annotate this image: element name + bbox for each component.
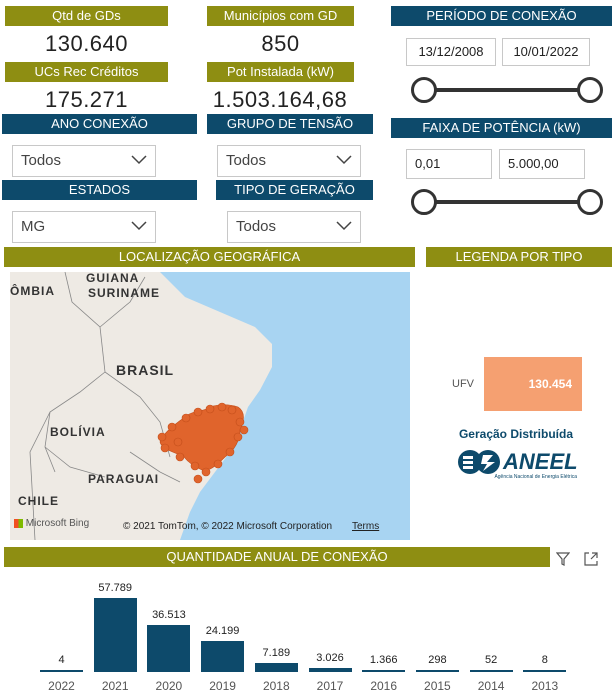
chevron-down-icon xyxy=(336,221,352,231)
bar-value-label: 24.199 xyxy=(205,625,240,637)
faixa-max-input[interactable]: 5.000,00 xyxy=(499,149,585,179)
map-terms-link[interactable]: Terms xyxy=(352,521,380,532)
faixa-min-input[interactable]: 0,01 xyxy=(406,149,492,179)
estados-label: ESTADOS xyxy=(2,180,197,200)
bar-category-label: 2020 xyxy=(155,679,183,693)
bar-value-label: 8 xyxy=(541,654,548,666)
bar-category-label: 2017 xyxy=(316,679,344,693)
estados-dropdown[interactable]: MG xyxy=(12,211,156,243)
map-panel[interactable]: GUIANA SURINAME ÔMBIA BRASIL BOLÍVIA PAR… xyxy=(10,272,410,540)
map-label-suriname: SURINAME xyxy=(88,286,161,300)
chevron-down-icon xyxy=(131,155,147,165)
ucs-value: 175.271 xyxy=(44,87,129,112)
map-label-chile: CHILE xyxy=(18,494,59,508)
bar-category-label: 2016 xyxy=(370,679,398,693)
pot-label: Pot Instalada (kW) xyxy=(207,62,354,82)
bar-2019[interactable] xyxy=(201,641,245,672)
grupo-tensao-dropdown[interactable]: Todos xyxy=(217,145,361,177)
bar-category-label: 2015 xyxy=(424,679,451,693)
grupo-tensao-label: GRUPO DE TENSÃO xyxy=(207,114,373,134)
aneel-logo-icon xyxy=(458,450,500,474)
microsoft-logo-icon xyxy=(14,518,23,528)
bar-2013[interactable] xyxy=(523,670,567,672)
bar-value-label: 7.189 xyxy=(262,646,291,659)
legend-title: LEGENDA POR TIPO xyxy=(426,247,612,267)
faixa-slider-min-handle[interactable] xyxy=(411,189,437,215)
pot-value: 1.503.164,68 xyxy=(212,87,348,112)
periodo-start-input[interactable]: 13/12/2008 xyxy=(406,38,496,66)
bar-2022[interactable] xyxy=(40,670,83,672)
bar-2021[interactable] xyxy=(93,598,137,672)
map-title: LOCALIZAÇÃO GEOGRÁFICA xyxy=(4,247,415,267)
periodo-title: PERÍODO DE CONEXÃO xyxy=(391,6,612,26)
periodo-slider-track[interactable] xyxy=(424,88,590,92)
periodo-slider-start-handle[interactable] xyxy=(411,77,437,103)
bar-category-label: 2014 xyxy=(477,679,505,693)
tipo-geracao-value: Todos xyxy=(236,218,277,235)
periodo-end-input[interactable]: 10/01/2022 xyxy=(502,38,590,66)
grupo-tensao-value: Todos xyxy=(226,152,267,169)
faixa-title: FAIXA DE POTÊNCIA (kW) xyxy=(391,118,612,138)
bar-2020[interactable] xyxy=(147,625,191,672)
faixa-slider-max-handle[interactable] xyxy=(577,189,603,215)
bar-2016[interactable] xyxy=(362,670,406,672)
map-label-colombia: ÔMBIA xyxy=(10,284,55,298)
bar-2017[interactable] xyxy=(308,668,352,672)
bar-category-label: 2021 xyxy=(101,679,129,693)
ano-conexao-dropdown[interactable]: Todos xyxy=(12,145,156,177)
map-label-paraguai: PARAGUAI xyxy=(88,472,160,486)
brand-name: ANEEL xyxy=(503,449,578,474)
chevron-down-icon xyxy=(336,155,352,165)
map-label-guiana: GUIANA xyxy=(86,272,140,285)
bar-2015[interactable] xyxy=(415,670,459,672)
bing-logo: Microsoft Bing xyxy=(14,518,89,529)
bar-value-label: 1.366 xyxy=(369,654,398,666)
map-copyright: © 2021 TomTom, © 2022 Microsoft Corporat… xyxy=(123,521,333,532)
municipios-value: 850 xyxy=(261,31,300,56)
map-label-bolivia: BOLÍVIA xyxy=(50,425,106,439)
tipo-geracao-label: TIPO DE GERAÇÃO xyxy=(216,180,373,200)
bar-value-label: 36.513 xyxy=(152,609,186,622)
bar-value-label: 298 xyxy=(428,654,447,666)
south-america-map xyxy=(10,272,272,540)
chevron-down-icon xyxy=(131,221,147,231)
bar-category-label: 2018 xyxy=(262,679,290,693)
estados-value: MG xyxy=(21,218,46,235)
ucs-label: UCs Rec Créditos xyxy=(5,62,168,82)
ano-conexao-label: ANO CONEXÃO xyxy=(2,114,197,134)
filter-icon[interactable] xyxy=(556,552,570,566)
bing-label: Microsoft Bing xyxy=(25,518,90,529)
brand-subtitle: Agência Nacional de Energia Elétrica xyxy=(494,474,577,480)
qtd-gds-value: 130.640 xyxy=(44,31,129,56)
bar-category-label: 2022 xyxy=(48,679,75,693)
periodo-slider-end-handle[interactable] xyxy=(577,77,603,103)
tipo-geracao-dropdown[interactable]: Todos xyxy=(227,211,361,243)
legend-ufv-bar[interactable]: 130.454 xyxy=(484,357,582,411)
bar-value-label: 4 xyxy=(58,654,65,666)
bar-value-label: 52 xyxy=(484,654,498,666)
legend-type-label: UFV xyxy=(452,378,474,390)
chart-title: QUANTIDADE ANUAL DE CONEXÃO xyxy=(4,547,550,567)
ano-conexao-value: Todos xyxy=(21,152,62,169)
brand-caption: Geração Distribuída xyxy=(458,427,574,441)
bar-chart: 4 2022 57.789 2021 36.513 2020 24.199 2019 7.189… xyxy=(0,570,615,696)
bar-category-label: 2019 xyxy=(209,679,236,693)
bar-value-label: 3.026 xyxy=(316,652,344,665)
faixa-slider-track[interactable] xyxy=(424,200,590,204)
focus-mode-icon[interactable] xyxy=(584,552,598,566)
bar-2014[interactable] xyxy=(469,670,513,672)
bar-value-label: 57.789 xyxy=(98,582,133,594)
qtd-gds-label: Qtd de GDs xyxy=(5,6,168,26)
aneel-logo: ANEEL Agência Nacional de Energia Elétri… xyxy=(457,447,578,481)
map-points xyxy=(157,402,249,484)
municipios-label: Municípios com GD xyxy=(207,6,354,26)
map-label-brasil: BRASIL xyxy=(116,362,175,378)
bar-category-label: 2013 xyxy=(531,679,559,693)
bar-2018[interactable] xyxy=(254,662,298,672)
